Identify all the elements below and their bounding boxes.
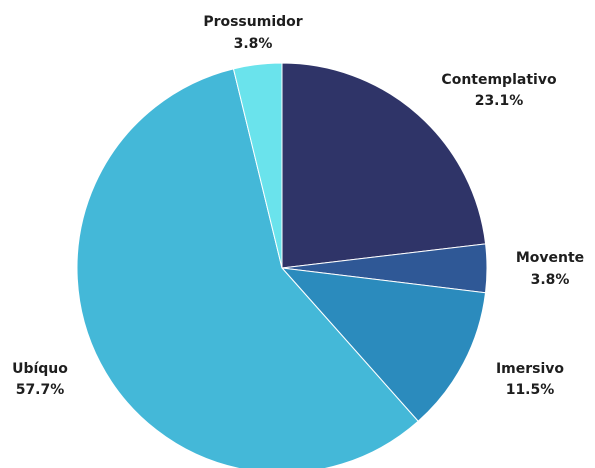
label-prossumidor-value: 3.8% [234,36,273,52]
label-contemplativo-value: 23.1% [475,93,524,109]
label-contemplativo-name: Contemplativo [441,72,557,88]
label-imersivo-name: Imersivo [496,361,564,377]
label-imersivo-value: 11.5% [506,382,555,398]
label-movente-value: 3.8% [531,272,570,288]
pie-slice-ubiquo [76,68,419,468]
pie-slices [76,62,488,468]
pie-slice-contemplativo [281,62,487,269]
label-ubiquo-name: Ubíquo [12,361,68,377]
pie-slice-imersivo [280,267,487,422]
pie-labels: Contemplativo 23.1% Movente 3.8% Imersiv… [12,14,584,398]
label-movente-name: Movente [516,250,584,266]
pie-slice-prossumidor [232,62,283,269]
label-prossumidor-name: Prossumidor [203,14,302,30]
label-ubiquo-value: 57.7% [16,382,65,398]
